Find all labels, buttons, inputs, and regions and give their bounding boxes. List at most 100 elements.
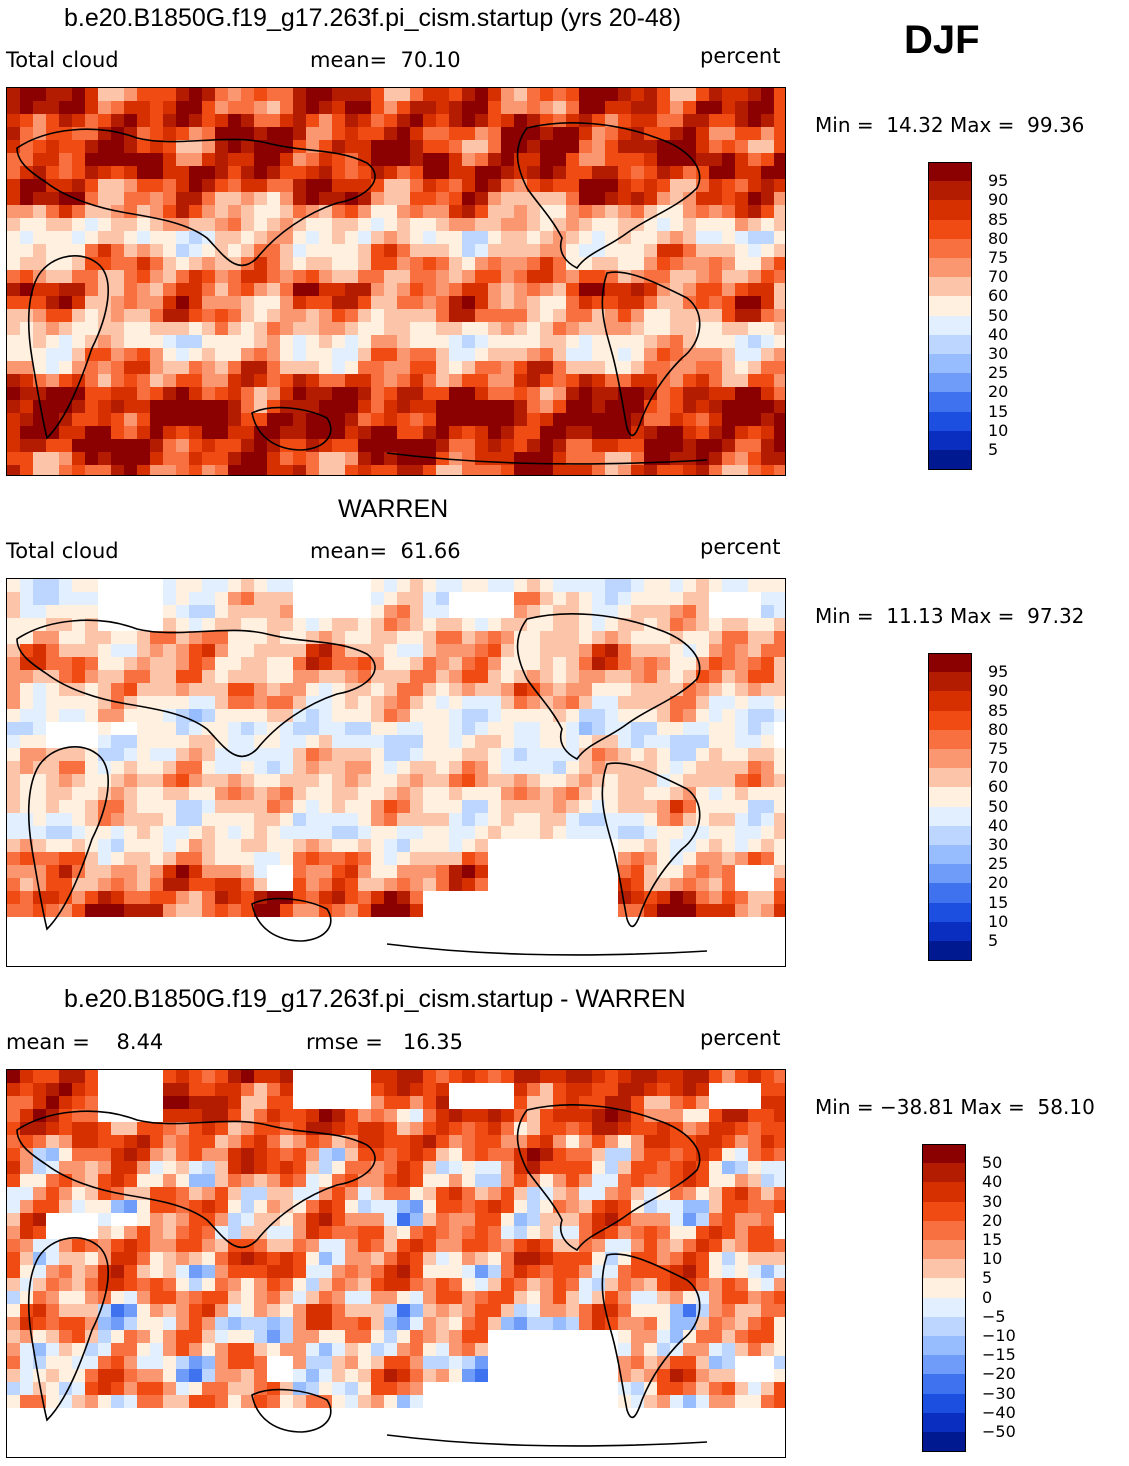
map-cell xyxy=(514,1135,528,1149)
map-cell xyxy=(501,283,515,297)
map-cell xyxy=(150,1278,164,1292)
map-cell xyxy=(280,1200,294,1214)
map-cell xyxy=(59,309,73,323)
map-cell xyxy=(579,878,593,892)
map-cell xyxy=(761,1317,775,1331)
map-cell xyxy=(410,1070,424,1084)
map-cell xyxy=(475,387,489,401)
map-cell xyxy=(163,1161,177,1175)
map-cell xyxy=(7,244,21,258)
map-cell xyxy=(59,1317,73,1331)
map-cell xyxy=(33,826,47,840)
map-cell xyxy=(20,605,34,619)
map-cell xyxy=(189,270,203,284)
map-cell xyxy=(592,101,606,115)
map-cell xyxy=(7,1109,21,1123)
map-cell xyxy=(683,231,697,245)
map-cell xyxy=(371,1122,385,1136)
map-cell xyxy=(436,852,450,866)
map-cell xyxy=(423,1096,437,1110)
map-cell xyxy=(605,709,619,723)
map-cell xyxy=(358,1096,372,1110)
map-cell xyxy=(475,257,489,271)
map-cell xyxy=(189,852,203,866)
map-cell xyxy=(553,439,567,453)
map-cell xyxy=(618,374,632,388)
map-cell xyxy=(293,257,307,271)
colorbar-swatch xyxy=(928,181,972,202)
map-cell xyxy=(592,335,606,349)
map-cell xyxy=(410,296,424,310)
map-cell xyxy=(345,1109,359,1123)
map-cell xyxy=(527,865,541,879)
map-cell xyxy=(514,1200,528,1214)
map-cell xyxy=(150,1200,164,1214)
map-cell xyxy=(137,709,151,723)
map-cell xyxy=(46,644,60,658)
map-cell xyxy=(228,1200,242,1214)
map-cell xyxy=(527,1213,541,1227)
map-cell xyxy=(85,179,99,193)
map-cell xyxy=(137,1122,151,1136)
map-cell xyxy=(397,153,411,167)
map-cell xyxy=(566,787,580,801)
map-cell xyxy=(735,439,749,453)
map-cell xyxy=(59,631,73,645)
map-cell xyxy=(150,1226,164,1240)
panel-3-units: percent xyxy=(700,1026,781,1050)
map-cell xyxy=(124,1135,138,1149)
map-cell xyxy=(163,257,177,271)
map-cell xyxy=(579,748,593,762)
map-cell xyxy=(293,1096,307,1110)
map-cell xyxy=(553,1239,567,1253)
map-cell xyxy=(319,1252,333,1266)
map-cell xyxy=(709,452,723,466)
map-cell xyxy=(150,127,164,141)
map-cell xyxy=(501,101,515,115)
map-cell xyxy=(722,930,736,944)
map-cell xyxy=(189,670,203,684)
map-cell xyxy=(332,335,346,349)
map-cell xyxy=(33,1291,47,1305)
map-cell xyxy=(358,1278,372,1292)
map-cell xyxy=(215,218,229,232)
map-cell xyxy=(319,748,333,762)
map-cell xyxy=(384,1174,398,1188)
map-cell xyxy=(20,761,34,775)
map-cell xyxy=(72,1226,86,1240)
map-cell xyxy=(735,1291,749,1305)
map-cell xyxy=(228,839,242,853)
map-cell xyxy=(553,592,567,606)
map-cell xyxy=(423,231,437,245)
map-cell xyxy=(215,800,229,814)
map-cell xyxy=(735,205,749,219)
map-cell xyxy=(774,1213,785,1227)
map-cell xyxy=(371,114,385,128)
map-cell xyxy=(631,283,645,297)
map-cell xyxy=(150,670,164,684)
map-cell xyxy=(748,839,762,853)
map-cell xyxy=(657,166,671,180)
map-cell xyxy=(254,374,268,388)
map-cell xyxy=(215,956,229,966)
map-cell xyxy=(319,878,333,892)
map-cell xyxy=(384,956,398,966)
map-cell xyxy=(735,813,749,827)
map-cell xyxy=(332,748,346,762)
map-cell xyxy=(605,1239,619,1253)
map-cell xyxy=(436,657,450,671)
map-cell xyxy=(475,1122,489,1136)
map-cell xyxy=(488,322,502,336)
map-cell xyxy=(748,1070,762,1084)
map-cell xyxy=(332,800,346,814)
colorbar-tick-label: 20 xyxy=(988,873,1009,893)
map-cell xyxy=(644,361,658,375)
map-cell xyxy=(670,930,684,944)
map-cell xyxy=(85,465,99,475)
map-cell xyxy=(605,1161,619,1175)
map-cell xyxy=(59,127,73,141)
map-cell xyxy=(150,1317,164,1331)
map-cell xyxy=(657,579,671,593)
map-cell xyxy=(735,592,749,606)
map-cell xyxy=(85,618,99,632)
